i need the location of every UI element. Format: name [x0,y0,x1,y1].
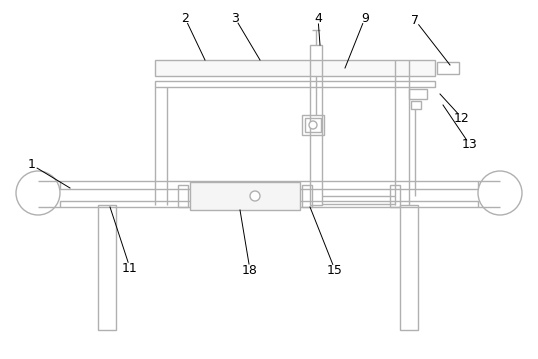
Text: 7: 7 [411,14,419,27]
Bar [98,205,116,330]
Bar [60,201,478,207]
Text: 3: 3 [231,11,239,24]
Text: 1: 1 [28,159,36,172]
Bar [155,60,435,76]
Bar [411,101,421,109]
Bar [155,81,435,87]
Circle shape [309,121,317,129]
Bar [178,185,188,207]
Text: 4: 4 [314,11,322,24]
Bar [305,118,321,132]
Bar [310,45,322,205]
Circle shape [250,191,260,201]
Bar [190,182,300,210]
Bar [60,181,478,189]
Text: 15: 15 [327,264,343,276]
Circle shape [478,171,522,215]
Bar [400,205,418,330]
Text: 12: 12 [454,112,470,125]
Text: 18: 18 [242,264,258,276]
Text: 9: 9 [361,11,369,24]
Text: 11: 11 [122,261,138,275]
Bar [437,62,459,74]
Bar [302,115,324,135]
Text: 13: 13 [462,139,478,151]
Bar [390,185,400,207]
Bar [302,185,312,207]
Circle shape [16,171,60,215]
Bar [409,89,427,99]
Text: 2: 2 [181,11,189,24]
